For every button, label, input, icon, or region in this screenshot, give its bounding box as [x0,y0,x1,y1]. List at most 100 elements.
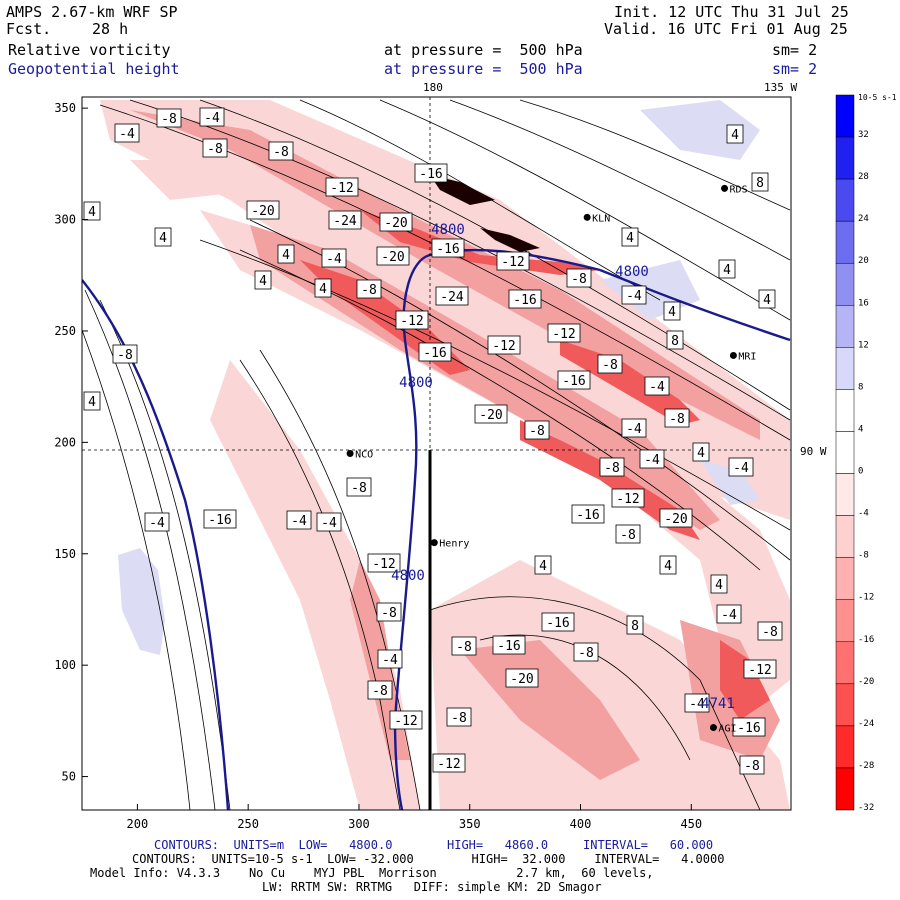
colorbar-label: 0 [858,467,863,477]
vorticity-label: 8 [631,619,639,634]
vorticity-label: 4 [731,128,739,143]
vorticity-label-box [508,289,542,309]
vorticity-label: -4 [626,422,642,437]
colorbar-label: 32 [858,130,869,140]
vorticity-label: -20 [381,250,404,265]
vorticity-label-box [314,278,332,298]
vorticity-label: -16 [208,513,231,528]
x-tick-label: 250 [237,817,259,831]
colorbar-segment [835,94,855,138]
vorticity-label-box [492,635,526,655]
vorticity-label: 4 [697,446,705,461]
vorticity-label-box [757,621,783,641]
vorticity-label-box [621,418,647,438]
vorticity-label-box [83,201,101,221]
vorticity-label-box [496,251,530,271]
vorticity-label: -4 [321,516,337,531]
vorticity-label-box [268,141,294,161]
vorticity-label: -12 [492,339,515,354]
vorticity-label: -8 [451,711,467,726]
vorticity-label: -8 [620,528,636,543]
colorbar-segment [835,347,855,390]
colorbar-segment [835,599,855,643]
station-label: RDS [730,184,748,195]
vorticity-label: -16 [497,639,520,654]
vorticity-label: 4 [715,578,723,593]
vorticity-label: -16 [737,721,760,736]
strong-vorticity-streak [480,228,540,252]
height-contour-label: 4800 [431,222,465,238]
vorticity-label-box [83,391,101,411]
colorbar-label: 4 [858,424,863,434]
vorticity-label: -8 [456,640,472,655]
vorticity-label: -8 [273,145,289,160]
model-title: AMPS 2.67-km WRF SP [6,3,178,21]
valid-time: Valid. 16 UTC Fri 01 Aug 25 [604,20,848,38]
colorbar-label: 20 [858,256,869,266]
station-label: MRI [738,351,756,362]
vorticity-label: -16 [562,374,585,389]
colorbar-segment [835,683,855,727]
station-dot [721,184,729,192]
vorticity-label-box [254,270,272,290]
colorbar: 32 28 24 20 16 12 8 4 0 -4 -8 -12 -16 -20 -24 -28 -32 [835,94,874,813]
y-axis-ticks: 350 300 250 200 150 100 50 [54,101,88,784]
vorticity-label-box [547,323,581,343]
vorticity-label-box [325,177,359,197]
field1-name: Relative vorticity [8,41,171,59]
vorticity-label-box [663,301,681,321]
vorticity-label: 4 [282,248,290,263]
vorticity-label-box [621,227,639,247]
vorticity-label: -20 [510,672,533,687]
vorticity-label: 4 [88,395,96,410]
vorticity-label: -8 [669,412,685,427]
vorticity-label: -4 [149,516,165,531]
colorbar-segment [835,725,855,769]
vorticity-label: -4 [649,380,665,395]
vorticity-core [720,640,770,720]
vorticity-label-box [203,509,237,529]
vorticity-label: 4 [539,559,547,574]
station-label: Henry [439,539,469,550]
vorticity-label: -8 [161,112,177,127]
positive-vorticity-area [118,548,165,655]
vorticity-label: -8 [372,684,388,699]
y-tick-label: 300 [54,213,76,227]
vorticity-label-box [367,680,393,700]
vorticity-label-box [435,286,469,306]
vorticity-label-box [114,123,140,143]
vorticity-label-box [432,753,466,773]
vorticity-label-box [346,477,372,497]
vorticity-label: 4 [723,263,731,278]
colorbar-label: -20 [858,677,874,687]
station-label: NCO [355,450,373,461]
vorticity-label-box [202,138,228,158]
vorticity-label-box [571,504,605,524]
colorbar-label: 24 [858,214,869,224]
positive-vorticity-area [640,100,760,160]
vorticity-label: -8 [604,461,620,476]
station-label: KLN [592,213,610,224]
vorticity-label: 4 [664,559,672,574]
vorticity-label-box [758,289,776,309]
vorticity-label-box [666,330,684,350]
vorticity-label: -20 [251,204,274,219]
vorticity-label: -16 [576,508,599,523]
vorticity-label-box [557,370,591,390]
x-tick-label: 450 [680,817,702,831]
colorbar-label: -8 [858,551,869,561]
footer-height-high: HIGH= 4860.0 [447,838,549,852]
vorticity-label: -20 [664,512,687,527]
vorticity-band-light [430,560,790,810]
vorticity-label: -20 [479,408,502,423]
vorticity-label-box [328,210,362,230]
vorticity-label-box [732,717,766,737]
vorticity-label-box [751,172,769,192]
height-contour-label: 4800 [391,568,425,584]
station-dot [709,724,717,732]
vorticity-label: -4 [626,289,642,304]
vorticity-label: -4 [382,653,398,668]
height-labels: 4800 4800 4800 4800 4741 [391,222,735,712]
colorbar-segment [835,220,855,264]
vorticity-label: -4 [119,127,135,142]
